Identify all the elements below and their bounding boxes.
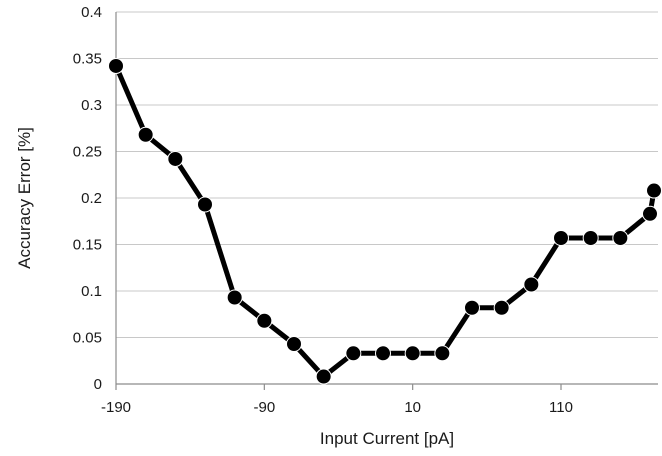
y-tick-labels: 0 0.05 0.1 0.15 0.2 0.25 0.3 0.35 0.4 <box>73 4 102 393</box>
gridlines <box>116 11 658 338</box>
data-point <box>464 299 480 316</box>
y-axis-title: Accuracy Error [%] <box>15 127 34 269</box>
data-point <box>493 299 510 316</box>
x-tick-label: -190 <box>101 399 131 416</box>
data-point <box>137 126 154 143</box>
data-point <box>108 57 124 74</box>
series-line <box>113 63 657 380</box>
data-point <box>642 205 658 222</box>
data-point <box>345 345 362 362</box>
data-point <box>226 289 243 306</box>
series <box>108 57 662 385</box>
y-tick-label: 0.25 <box>73 144 102 161</box>
data-point <box>612 229 629 246</box>
y-tick-label: 0.2 <box>81 190 102 207</box>
data-point <box>404 345 421 362</box>
y-tick-label: 0.35 <box>73 51 102 68</box>
axes <box>115 12 658 390</box>
y-tick-label: 0.3 <box>81 97 102 114</box>
y-tick-label: 0.1 <box>81 283 102 300</box>
y-tick-label: 0 <box>94 376 102 393</box>
x-axis-title: Input Current [pA] <box>320 429 454 448</box>
data-point <box>646 182 662 199</box>
data-point <box>167 150 184 167</box>
x-tick-label: 10 <box>404 399 421 416</box>
data-point <box>315 368 332 385</box>
x-tick-label: 110 <box>549 399 573 416</box>
data-point <box>286 336 302 353</box>
data-point <box>553 229 569 246</box>
data-point <box>523 276 540 293</box>
data-point <box>197 196 213 213</box>
y-tick-label: 0.05 <box>73 330 102 347</box>
x-tick-labels: -190 -90 10 110 <box>101 399 573 416</box>
y-tick-label: 0.4 <box>81 4 102 21</box>
data-point <box>582 229 599 246</box>
x-tick-label: -90 <box>253 399 275 416</box>
data-point <box>434 345 451 362</box>
y-tick-label: 0.15 <box>73 237 102 254</box>
data-point <box>375 345 391 362</box>
data-point <box>256 312 273 329</box>
